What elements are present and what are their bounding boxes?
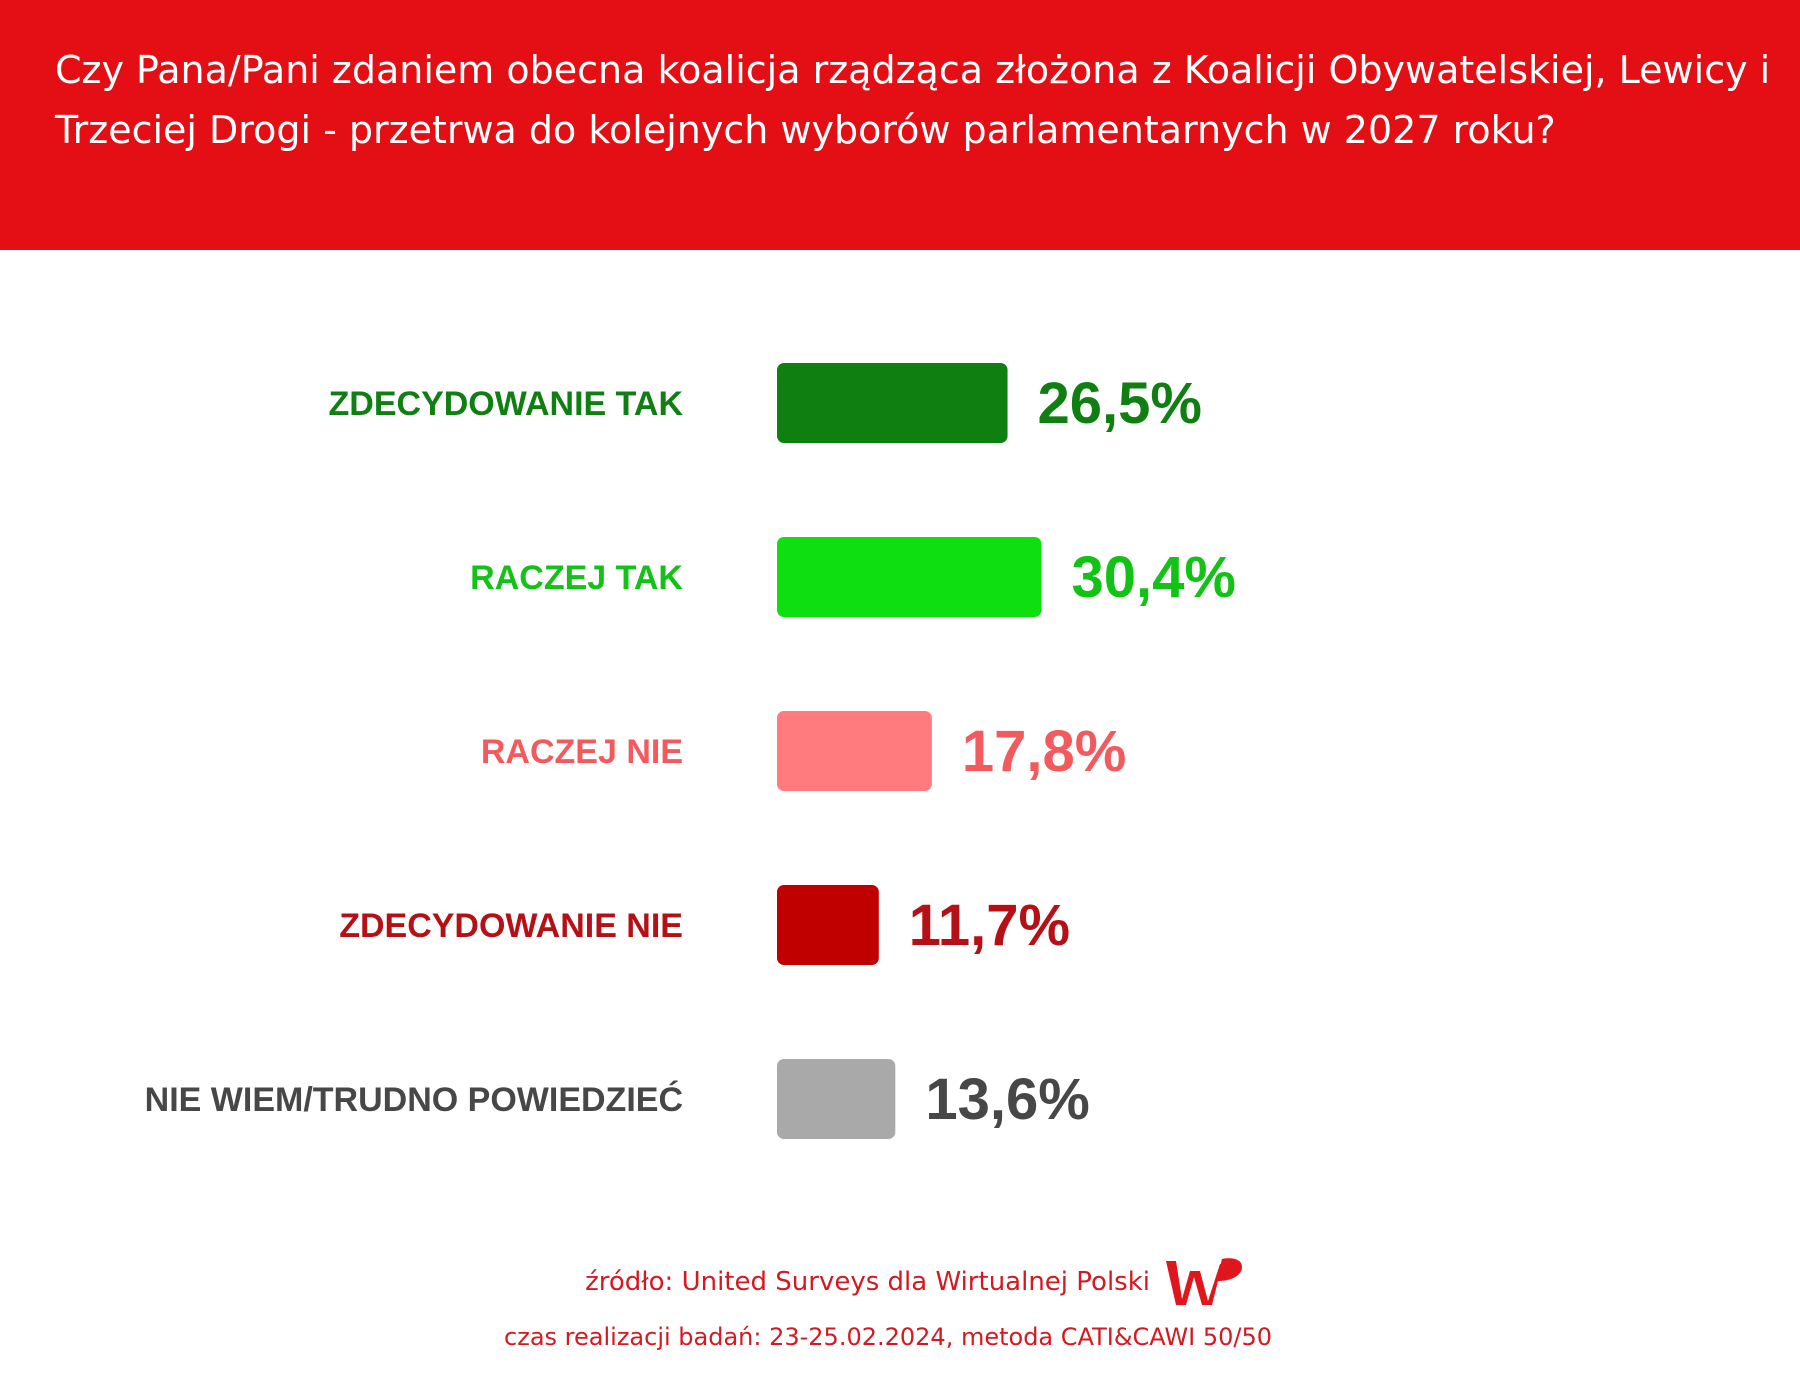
bar [777, 885, 879, 965]
header-banner: Czy Pana/Pani zdaniem obecna koalicja rz… [0, 0, 1800, 250]
bar-row: RACZEJ TAK 30,4% [470, 537, 1236, 617]
bar [777, 363, 1008, 443]
survey-details-text: czas realizacji badań: 23-25.02.2024, me… [504, 1323, 1272, 1351]
bar-row: NIE WIEM/TRUDNO POWIEDZIEĆ 13,6% [145, 1059, 1090, 1139]
bar-row: ZDECYDOWANIE NIE 11,7% [339, 885, 1070, 965]
source-text: źródło: United Surveys dla Wirtualnej Po… [585, 1267, 1150, 1297]
footer: źródło: United Surveys dla Wirtualnej Po… [0, 1255, 1800, 1375]
category-label: NIE WIEM/TRUDNO POWIEDZIEĆ [145, 1081, 683, 1119]
value-label: 30,4% [1071, 545, 1235, 610]
bar-row: RACZEJ NIE 17,8% [481, 711, 1126, 791]
value-label: 13,6% [925, 1067, 1089, 1132]
bar-chart: ZDECYDOWANIE TAK 26,5% RACZEJ TAK 30,4% RACZ… [0, 250, 1800, 1230]
category-label: RACZEJ NIE [481, 733, 683, 771]
bar [777, 711, 932, 791]
bar [777, 537, 1042, 617]
category-label: ZDECYDOWANIE NIE [339, 907, 683, 945]
category-label: ZDECYDOWANIE TAK [329, 385, 684, 423]
page-title: Czy Pana/Pani zdaniem obecna koalicja rz… [55, 48, 1771, 152]
bar-row: ZDECYDOWANIE TAK 26,5% [329, 363, 1202, 443]
category-label: RACZEJ TAK [470, 559, 683, 597]
value-label: 26,5% [1038, 371, 1202, 436]
bar [777, 1059, 896, 1139]
value-label: 17,8% [962, 719, 1126, 784]
wp-logo-icon [1166, 1258, 1242, 1305]
bar-chart-svg: ZDECYDOWANIE TAK 26,5%RACZEJ TAK 30,4%RACZ… [145, 363, 1236, 1139]
value-label: 11,7% [909, 893, 1070, 958]
